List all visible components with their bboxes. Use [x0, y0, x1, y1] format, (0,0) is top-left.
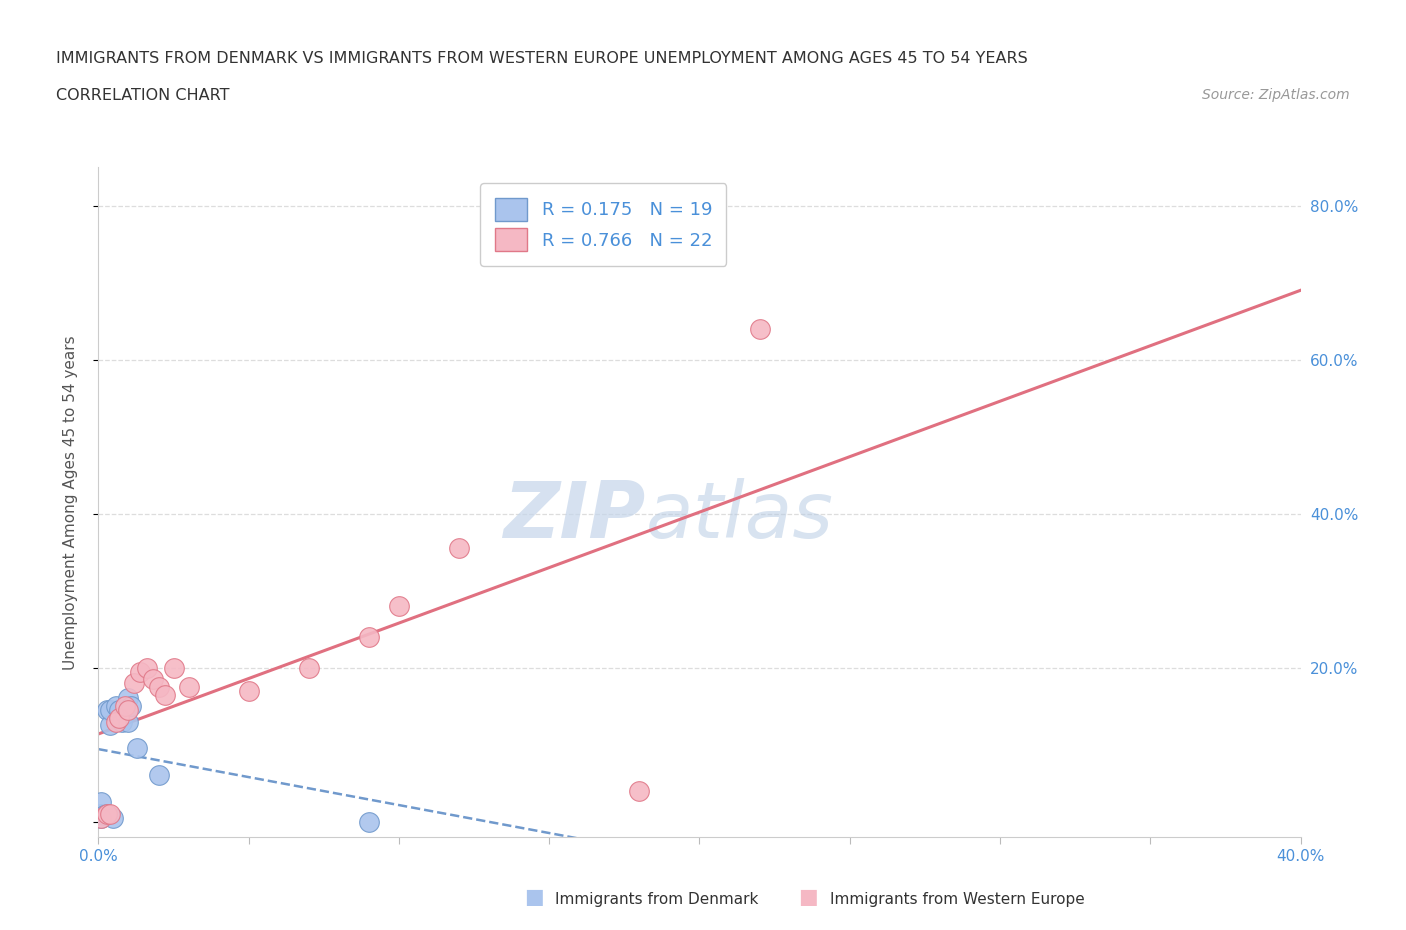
Y-axis label: Unemployment Among Ages 45 to 54 years: Unemployment Among Ages 45 to 54 years — [63, 335, 77, 670]
Text: atlas: atlas — [645, 478, 834, 553]
Point — [357, 630, 380, 644]
Point — [114, 707, 136, 722]
Text: Immigrants from Denmark: Immigrants from Denmark — [555, 892, 759, 907]
Point — [117, 714, 139, 729]
Text: ZIP: ZIP — [503, 478, 645, 553]
Point — [124, 675, 146, 690]
Point — [129, 664, 152, 679]
Point — [108, 702, 131, 717]
Point — [108, 711, 131, 725]
Point — [135, 660, 157, 675]
Point — [96, 806, 118, 821]
Point — [148, 680, 170, 695]
Point — [141, 671, 163, 686]
Text: CORRELATION CHART: CORRELATION CHART — [56, 88, 229, 103]
Point — [298, 660, 321, 675]
Point — [162, 660, 184, 675]
Point — [90, 806, 112, 821]
Point — [121, 698, 143, 713]
Point — [127, 741, 149, 756]
Point — [100, 806, 122, 821]
Point — [388, 599, 411, 614]
Point — [748, 322, 770, 337]
Point — [177, 680, 200, 695]
Point — [100, 702, 122, 717]
Point — [103, 810, 125, 825]
Point — [153, 687, 176, 702]
Point — [117, 691, 139, 706]
Point — [628, 783, 651, 798]
Text: Immigrants from Western Europe: Immigrants from Western Europe — [830, 892, 1084, 907]
Legend: R = 0.175   N = 19, R = 0.766   N = 22: R = 0.175 N = 19, R = 0.766 N = 22 — [479, 183, 727, 266]
Text: IMMIGRANTS FROM DENMARK VS IMMIGRANTS FROM WESTERN EUROPE UNEMPLOYMENT AMONG AGE: IMMIGRANTS FROM DENMARK VS IMMIGRANTS FR… — [56, 51, 1028, 66]
Point — [105, 714, 128, 729]
Point — [96, 702, 118, 717]
Text: ■: ■ — [524, 886, 544, 907]
Point — [96, 806, 118, 821]
Point — [93, 808, 115, 823]
Text: ■: ■ — [799, 886, 818, 907]
Point — [111, 714, 134, 729]
Point — [148, 768, 170, 783]
Point — [117, 702, 139, 717]
Point — [90, 810, 112, 825]
Point — [105, 698, 128, 713]
Point — [114, 698, 136, 713]
Point — [90, 795, 112, 810]
Text: Source: ZipAtlas.com: Source: ZipAtlas.com — [1202, 88, 1350, 102]
Point — [90, 810, 112, 825]
Point — [357, 814, 380, 829]
Point — [238, 684, 260, 698]
Point — [100, 718, 122, 733]
Point — [447, 541, 470, 556]
